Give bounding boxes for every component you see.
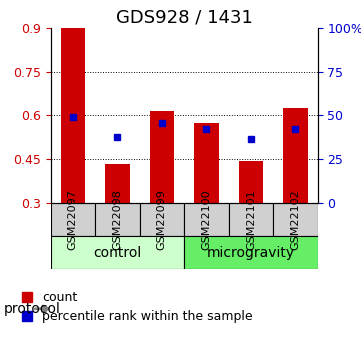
Legend: count, percentile rank within the sample: count, percentile rank within the sample (22, 291, 253, 324)
Text: protocol: protocol (4, 302, 61, 316)
Bar (194, 123, 219, 203)
Bar (61, 28, 85, 203)
Text: control: control (93, 246, 142, 260)
Text: GSM22099: GSM22099 (157, 189, 167, 250)
FancyBboxPatch shape (273, 203, 318, 236)
FancyBboxPatch shape (140, 203, 184, 236)
Title: GDS928 / 1431: GDS928 / 1431 (116, 8, 253, 26)
Text: GSM22101: GSM22101 (246, 189, 256, 250)
Bar (283, 108, 308, 203)
FancyBboxPatch shape (184, 203, 229, 236)
Bar (239, 161, 263, 203)
Text: microgravity: microgravity (207, 246, 295, 260)
FancyBboxPatch shape (51, 203, 95, 236)
Bar (149, 111, 174, 203)
FancyBboxPatch shape (229, 203, 273, 236)
FancyBboxPatch shape (95, 203, 140, 236)
FancyBboxPatch shape (51, 236, 184, 269)
Bar (105, 164, 130, 203)
Text: GSM22102: GSM22102 (290, 189, 300, 250)
Text: GSM22097: GSM22097 (68, 189, 78, 250)
Text: GSM22100: GSM22100 (201, 189, 212, 250)
FancyBboxPatch shape (184, 236, 318, 269)
Text: GSM22098: GSM22098 (112, 189, 122, 250)
